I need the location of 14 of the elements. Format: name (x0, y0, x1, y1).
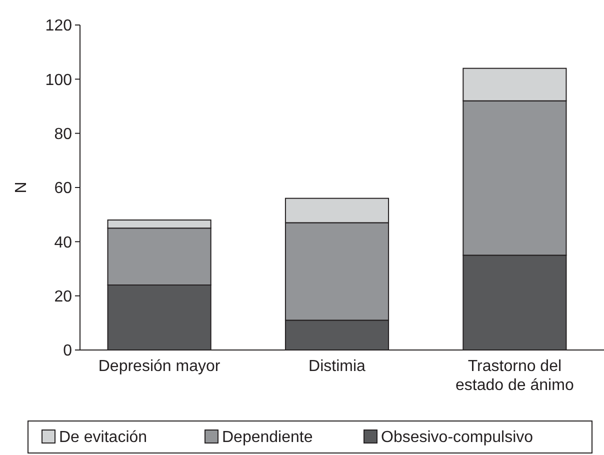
y-tick-label: 20 (54, 288, 72, 306)
legend-label: De evitación (59, 429, 148, 446)
y-tick-label: 60 (54, 180, 72, 198)
y-axis-title: N (13, 182, 30, 194)
x-tick-label: Trastorno del estado de ánimo (456, 358, 574, 394)
y-tick-label: 100 (45, 72, 72, 89)
legend-label: Obsesivo-compulsivo (381, 429, 534, 446)
legend-label: Dependiente (222, 429, 313, 446)
y-tick-label: 0 (63, 342, 72, 360)
x-tick-label: Depresión mayor (98, 358, 221, 375)
y-tick-label: 120 (45, 18, 72, 35)
y-tick-label: 40 (54, 234, 72, 252)
x-tick-label: Distimia (308, 358, 366, 375)
y-tick-label: 80 (54, 126, 72, 143)
